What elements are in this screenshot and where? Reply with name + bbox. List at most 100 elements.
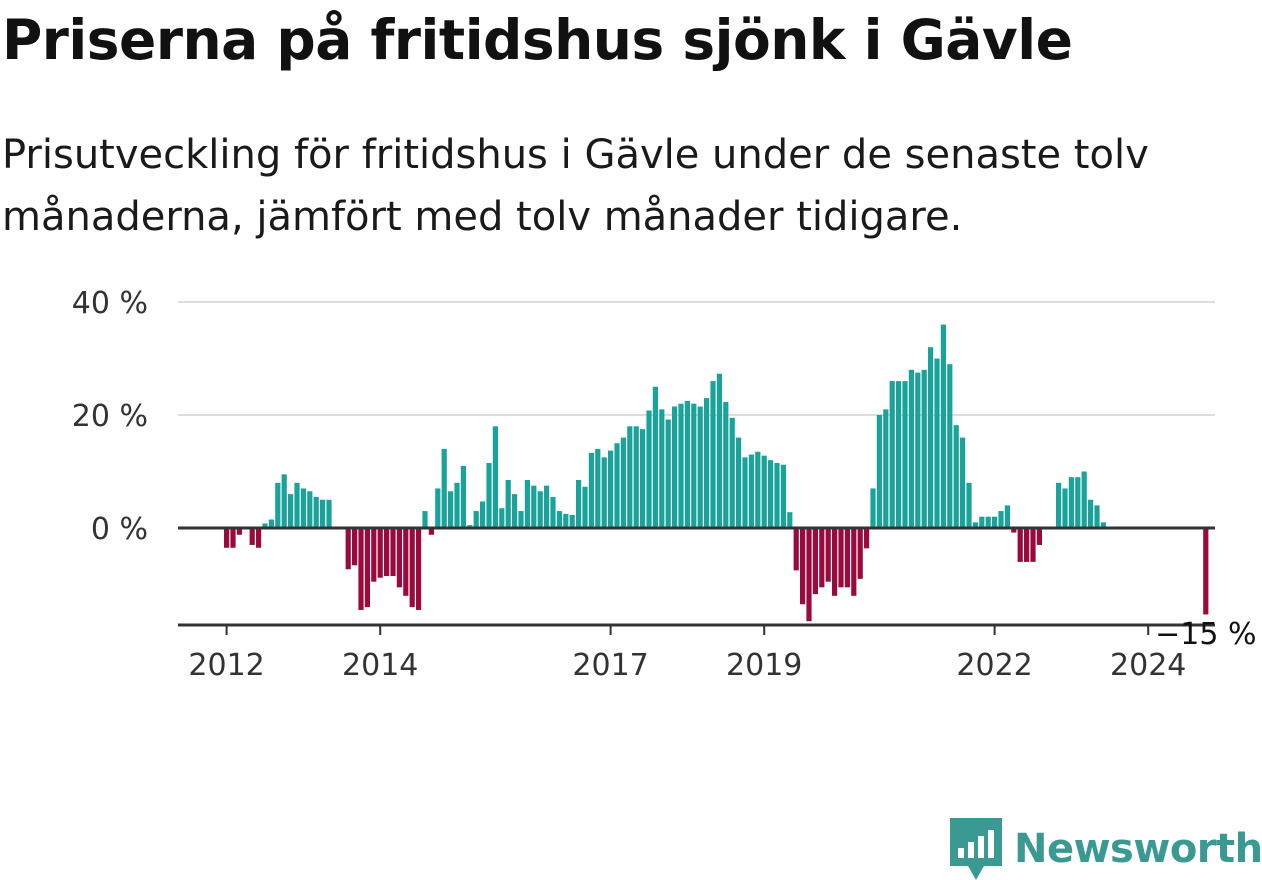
bar <box>499 508 505 528</box>
bar <box>614 443 620 528</box>
bar <box>563 513 569 529</box>
bar <box>883 409 889 528</box>
bar <box>953 425 959 528</box>
y-axis-ticks: 40 % 20 % 0 % <box>72 286 148 547</box>
x-tick-label: 2014 <box>342 648 418 683</box>
bar <box>371 528 377 582</box>
bar <box>985 516 991 528</box>
bar <box>998 511 1004 528</box>
bar <box>659 409 665 528</box>
bar <box>588 452 594 528</box>
x-tick-label: 2012 <box>188 648 264 683</box>
bar <box>576 479 582 528</box>
bar <box>550 496 556 529</box>
bar <box>601 457 607 529</box>
bar <box>928 347 934 528</box>
bar <box>704 398 710 528</box>
bar <box>768 460 774 528</box>
bar <box>524 479 530 528</box>
bar <box>979 516 985 528</box>
annotations: −15 % <box>1155 617 1256 652</box>
bar <box>1068 477 1074 528</box>
bar <box>377 528 383 578</box>
bar <box>684 400 690 529</box>
bar <box>268 519 274 529</box>
bar <box>825 528 831 582</box>
bar <box>723 402 729 528</box>
bar <box>230 528 236 548</box>
x-tick-label: 2022 <box>956 648 1032 683</box>
bar <box>851 528 857 596</box>
last-value-label: −15 % <box>1155 617 1256 652</box>
bar <box>972 522 978 528</box>
bar <box>806 528 812 622</box>
bar <box>249 528 255 545</box>
bar <box>256 528 262 548</box>
bar <box>736 437 742 528</box>
bar <box>236 528 242 535</box>
gridlines <box>178 301 1215 416</box>
y-tick-label: 0 % <box>91 512 148 547</box>
bar <box>800 528 806 605</box>
bar <box>915 372 921 529</box>
bar <box>819 528 825 588</box>
bar <box>844 528 850 588</box>
y-tick-label: 20 % <box>72 399 148 434</box>
bar <box>262 523 268 528</box>
bar <box>697 406 703 528</box>
bar <box>1036 528 1042 545</box>
axes <box>178 526 1215 627</box>
bar <box>294 482 300 528</box>
bar <box>320 499 326 528</box>
bar <box>960 437 966 528</box>
bar <box>537 491 543 529</box>
bar <box>716 373 722 528</box>
bar <box>966 482 972 528</box>
bar <box>448 491 454 529</box>
y-tick-label: 40 % <box>72 286 148 321</box>
bar <box>870 488 876 528</box>
bar <box>832 528 838 596</box>
bar <box>838 528 844 588</box>
bar <box>422 511 428 528</box>
x-axis-ticks: 2012 2014 2017 2019 2022 2024 <box>188 625 1186 683</box>
bar <box>288 494 294 528</box>
bar <box>544 485 550 529</box>
bar <box>473 511 479 528</box>
bar <box>454 482 460 528</box>
bar <box>755 451 761 528</box>
bar <box>748 454 754 528</box>
bar <box>313 496 319 529</box>
newsworthy-logo-icon <box>950 818 1002 880</box>
bar <box>492 426 498 528</box>
bar <box>1011 528 1017 533</box>
bar <box>665 419 671 528</box>
x-tick-label: 2017 <box>572 648 648 683</box>
bar <box>774 463 780 528</box>
bar <box>428 528 434 535</box>
chart-subtitle: Prisutveckling för fritidshus i Gävle un… <box>2 132 1149 240</box>
bar <box>864 528 870 549</box>
bar <box>364 528 370 608</box>
bar <box>595 448 601 528</box>
bar <box>384 528 390 577</box>
bar <box>512 494 518 528</box>
price-change-bar-chart: 40 % 20 % 0 % 2012 2014 2017 2019 2022 2024 −15… <box>72 286 1257 683</box>
brand-name: Newsworthy <box>1014 826 1262 872</box>
bar <box>1094 505 1100 528</box>
bar <box>1203 528 1209 615</box>
bar <box>345 528 351 570</box>
bar <box>908 369 914 528</box>
bar <box>940 324 946 528</box>
bar <box>787 512 793 528</box>
bar <box>1088 499 1094 528</box>
bars <box>224 324 1209 622</box>
bar <box>486 463 492 528</box>
bar <box>640 429 646 529</box>
bar <box>403 528 409 596</box>
bar <box>1056 482 1062 528</box>
bar <box>352 528 358 566</box>
bar <box>672 406 678 528</box>
bar <box>390 528 396 577</box>
bar <box>934 358 940 528</box>
